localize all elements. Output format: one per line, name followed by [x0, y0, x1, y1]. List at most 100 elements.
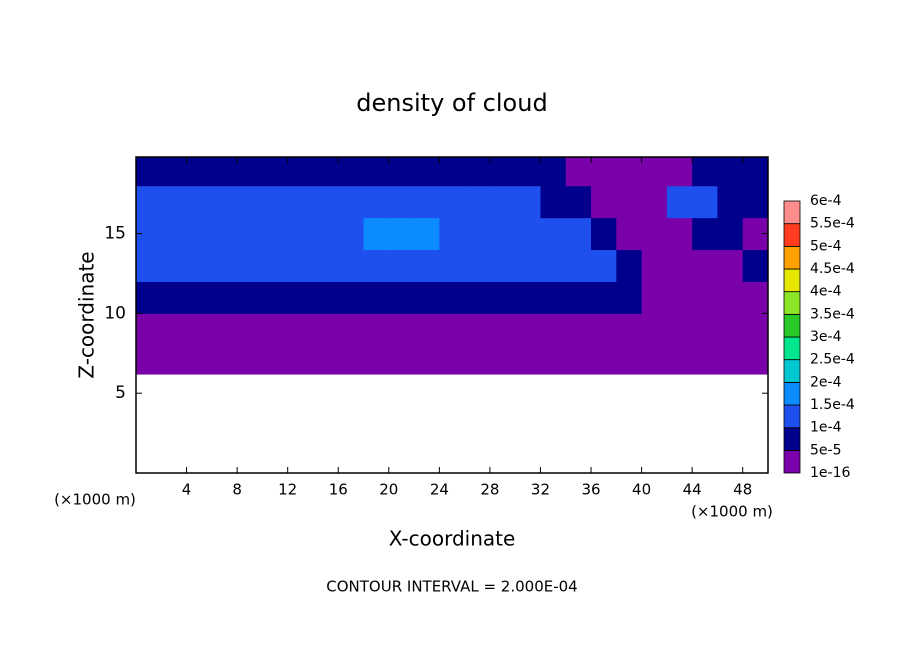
colorbar-label: 1e-16	[810, 465, 850, 481]
field-cell	[287, 345, 314, 375]
field-cell	[312, 249, 339, 282]
field-cell	[136, 157, 162, 187]
field-cell	[742, 157, 769, 187]
x-tick-label: 32	[531, 481, 550, 499]
x-tick-label: 4	[182, 481, 192, 499]
field-cell	[717, 345, 744, 375]
field-cell	[464, 281, 491, 314]
field-cell	[591, 249, 617, 282]
field-cell	[211, 281, 238, 314]
x-tick-label: 36	[581, 481, 600, 499]
field-cell	[287, 217, 314, 251]
field-cell	[312, 185, 339, 219]
field-cell	[262, 217, 289, 251]
field-cell	[591, 345, 617, 375]
field-cell	[489, 157, 516, 187]
field-cell	[388, 281, 415, 314]
field-cell	[287, 157, 314, 187]
colorbar-label: 5.5e-4	[810, 216, 855, 232]
field-cell	[388, 185, 415, 219]
colorbar-label: 5e-4	[810, 238, 842, 254]
colorbar-label: 4e-4	[810, 284, 842, 300]
field-cell	[414, 217, 440, 251]
field-cell	[565, 185, 592, 219]
field-cell	[616, 249, 643, 282]
field-cell	[692, 217, 718, 251]
field-cell	[540, 157, 567, 187]
colorbar-box	[783, 313, 801, 338]
field-cell	[237, 185, 263, 219]
field-cell	[717, 157, 744, 187]
field-cell	[211, 217, 238, 251]
field-cell	[312, 281, 339, 314]
field-cell	[489, 313, 516, 346]
field-cell	[388, 345, 415, 375]
field-cell	[742, 345, 769, 375]
field-cell	[338, 281, 365, 314]
field-cell	[363, 217, 390, 251]
field-cell	[262, 157, 289, 187]
field-cell	[515, 185, 541, 219]
field-cell	[161, 249, 188, 282]
field-cell	[211, 345, 238, 375]
field-cell	[363, 249, 390, 282]
field-cell	[414, 345, 440, 375]
field-cell	[515, 345, 541, 375]
field-cell	[186, 217, 213, 251]
field-cell	[565, 157, 592, 187]
field-cell	[742, 249, 769, 282]
y-unit: (×1000 m)	[54, 491, 136, 509]
colorbar-box	[783, 359, 801, 383]
field-cell	[641, 185, 668, 219]
field-cell	[515, 313, 541, 346]
field-cell	[489, 281, 516, 314]
field-cell	[338, 313, 365, 346]
field-cell	[363, 313, 390, 346]
x-tick-label: 8	[232, 481, 242, 499]
colorbar-label: 1e-4	[810, 420, 842, 436]
field-cell	[363, 345, 390, 375]
field-cell	[186, 313, 213, 346]
field-cell	[616, 217, 643, 251]
field-cell	[540, 345, 567, 375]
field-cell	[161, 157, 188, 187]
field-cell	[439, 345, 466, 375]
field-cell	[565, 313, 592, 346]
field-cell	[464, 185, 491, 219]
colorbar-box	[783, 291, 801, 315]
field-cell	[717, 281, 744, 314]
field-cell	[515, 157, 541, 187]
field-cell	[641, 217, 668, 251]
field-cell	[565, 249, 592, 282]
field-cell	[666, 281, 693, 314]
field-cell	[717, 185, 744, 219]
field-cell	[388, 249, 415, 282]
field-cell	[641, 281, 668, 314]
field-cell	[237, 281, 263, 314]
field-cell	[666, 249, 693, 282]
field-cell	[439, 217, 466, 251]
field-cell	[414, 157, 440, 187]
y-axis-label: Z-coordinate	[75, 251, 99, 378]
field-cell	[666, 157, 693, 187]
field-cell	[666, 313, 693, 346]
colorbar-box	[783, 268, 801, 293]
field-cell	[211, 157, 238, 187]
field-cell	[161, 345, 188, 375]
colorbar-label: 3e-4	[810, 329, 842, 345]
field-cell	[692, 345, 718, 375]
field-cell	[211, 185, 238, 219]
field-cell	[692, 185, 718, 219]
colorbar-box	[783, 427, 801, 451]
field-cell	[136, 249, 162, 282]
field-cell	[363, 281, 390, 314]
field-cell	[237, 345, 263, 375]
field-cell	[464, 313, 491, 346]
field-cell	[742, 281, 769, 314]
colorbar-label: 2.5e-4	[810, 352, 855, 368]
x-tick-label: 20	[379, 481, 398, 499]
field-cell	[692, 157, 718, 187]
field-cell	[439, 249, 466, 282]
field-cell	[262, 281, 289, 314]
field-cell	[338, 157, 365, 187]
